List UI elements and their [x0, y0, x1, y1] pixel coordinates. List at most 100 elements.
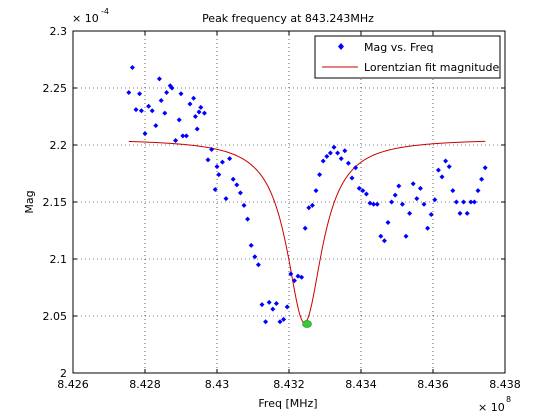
data-point [176, 117, 182, 123]
data-point [482, 165, 488, 171]
legend-label-fit: Lorentzian fit magnitude [364, 61, 500, 74]
data-point [335, 150, 341, 156]
data-point [324, 153, 330, 159]
data-point [169, 85, 175, 91]
data-point [446, 164, 452, 170]
data-point [453, 199, 459, 205]
data-point [212, 186, 218, 192]
data-point [302, 225, 308, 231]
y-tick-label: 2.2 [50, 139, 68, 152]
data-point [349, 175, 355, 181]
data-point [410, 181, 416, 187]
data-point [363, 191, 369, 197]
x-tick-label: 8.436 [417, 378, 449, 391]
data-point [178, 91, 184, 97]
data-point [306, 205, 312, 211]
x-tick-label: 8.438 [489, 378, 521, 391]
data-point [374, 201, 380, 207]
data-point [158, 98, 164, 104]
data-point [450, 188, 456, 194]
y-tick-label: 2.25 [43, 82, 68, 95]
peak-marker [302, 320, 312, 328]
legend-entry-points: Mag vs. Freq [338, 41, 434, 54]
data-point [428, 212, 434, 218]
data-point [277, 319, 283, 325]
data-point [248, 242, 254, 248]
data-point [320, 158, 326, 164]
data-point [133, 107, 139, 113]
tick-marks [72, 30, 506, 374]
y-multiplier-base: × 10 [72, 12, 99, 25]
x-multiplier-exponent: 8 [506, 395, 511, 404]
data-point [331, 144, 337, 150]
data-point [252, 254, 258, 260]
data-point [198, 104, 204, 110]
fit-curve [128, 140, 486, 324]
data-point [255, 262, 261, 268]
data-point [156, 76, 162, 82]
data-point [259, 302, 265, 308]
x-tick-label: 8.426 [57, 378, 89, 391]
data-point [219, 159, 225, 165]
y-tick-label: 2.3 [50, 25, 68, 38]
data-point [464, 210, 470, 216]
data-point [241, 202, 247, 208]
data-point [392, 192, 398, 198]
data-point [414, 196, 420, 202]
data-point [309, 202, 315, 208]
data-point [371, 201, 377, 207]
y-tick-label: 2.05 [43, 310, 68, 323]
data-point [270, 306, 276, 312]
data-point [146, 103, 152, 109]
data-point [245, 216, 251, 222]
data-point [421, 201, 427, 207]
data-point [214, 164, 220, 170]
data-point [196, 109, 202, 115]
data-point [291, 278, 297, 284]
data-point [468, 199, 474, 205]
data-point [223, 196, 229, 202]
y-multiplier: × 10 -4 [72, 7, 109, 25]
data-point [479, 176, 485, 182]
data-point [313, 188, 319, 194]
data-point [138, 108, 144, 114]
x-tick-label: 8.43 [205, 378, 230, 391]
data-point [353, 165, 359, 171]
legend-entry-fit: Lorentzian fit magnitude [322, 61, 500, 74]
x-tick-label: 8.432 [273, 378, 305, 391]
y-tick-label: 2.15 [43, 196, 68, 209]
data-point [435, 167, 441, 173]
data-point [381, 238, 387, 244]
data-point [234, 182, 240, 188]
peak-marker-layer [302, 320, 312, 328]
data-point [396, 183, 402, 189]
data-point [180, 133, 186, 139]
y-tick-label: 2.1 [50, 253, 68, 266]
data-point [284, 304, 290, 310]
data-point [461, 199, 467, 205]
y-tick-label: 2 [60, 367, 67, 380]
data-point [263, 319, 269, 325]
data-point [399, 201, 405, 207]
y-axis-label: Mag [23, 190, 36, 213]
data-point [338, 156, 344, 162]
data-point [385, 220, 391, 226]
data-point [425, 225, 431, 231]
data-point [273, 300, 279, 306]
data-point [162, 110, 168, 116]
data-point [149, 108, 155, 114]
legend-box [314, 35, 501, 79]
data-point [237, 190, 243, 196]
data-point [432, 197, 438, 203]
data-point [192, 114, 198, 119]
data-point [209, 147, 215, 153]
data-point [187, 101, 193, 107]
x-multiplier-base: × 10 [478, 401, 505, 414]
data-point [164, 90, 170, 96]
x-axis-label: Freq [MHz] [258, 397, 317, 410]
data-point [317, 172, 323, 178]
data-point [230, 176, 236, 182]
data-point [356, 185, 362, 191]
fit-curve-layer [128, 140, 486, 324]
